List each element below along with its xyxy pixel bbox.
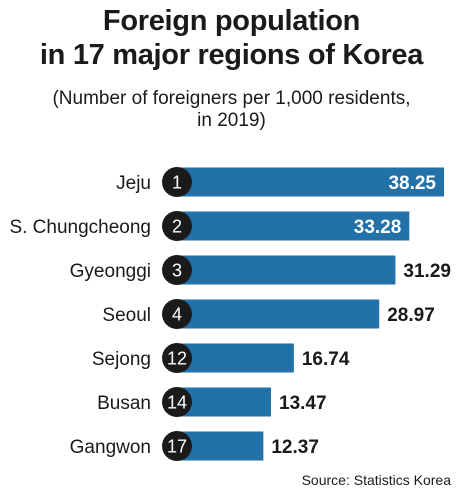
bar: [177, 299, 380, 329]
rank-badge: [162, 343, 192, 373]
category-label: Sejong: [92, 349, 151, 370]
rank-badge: [162, 211, 192, 241]
rank-badge: [162, 431, 192, 461]
bar: [177, 343, 294, 373]
chart-subtitle-line-1: (Number of foreigners per 1,000 resident…: [52, 88, 411, 109]
category-label: Seoul: [102, 305, 151, 326]
chart-title-line-1: Foreign population: [102, 5, 361, 37]
value-label: 31.29: [403, 261, 451, 282]
category-label: S. Chungcheong: [9, 217, 151, 238]
value-label: 33.28: [354, 217, 402, 238]
value-label: 13.47: [279, 393, 327, 414]
chart-subtitle: (Number of foreigners per 1,000 resident…: [0, 88, 463, 132]
category-label: Gangwon: [70, 437, 151, 458]
chart-subtitle-line-2: in 2019): [197, 110, 266, 131]
rank-number: 3: [172, 261, 182, 281]
value-label: 28.97: [387, 305, 435, 326]
value-label: 16.74: [302, 349, 350, 370]
category-label: Gyeonggi: [70, 261, 151, 282]
value-label: 12.37: [271, 437, 319, 458]
category-label: Jeju: [116, 173, 151, 194]
rank-badge: [162, 387, 192, 417]
rank-number: 4: [172, 305, 182, 325]
rank-number: 1: [172, 173, 182, 193]
bar: [177, 255, 396, 285]
rank-number: 14: [167, 393, 187, 413]
bar: [177, 167, 444, 197]
rank-number: 17: [167, 437, 187, 457]
chart-source: Source: Statistics Korea: [301, 472, 451, 488]
chart-title-line-2: in 17 major regions of Korea: [39, 39, 424, 71]
category-label: Busan: [97, 393, 151, 414]
rank-number: 2: [172, 217, 182, 237]
bar: [177, 211, 410, 241]
rank-badge: [162, 255, 192, 285]
rank-number: 12: [167, 349, 187, 369]
value-label: 38.25: [388, 173, 436, 194]
rank-badge: [162, 167, 192, 197]
chart-title: Foreign population in 17 major regions o…: [0, 4, 463, 72]
rank-badge: [162, 299, 192, 329]
bar: [177, 387, 272, 417]
